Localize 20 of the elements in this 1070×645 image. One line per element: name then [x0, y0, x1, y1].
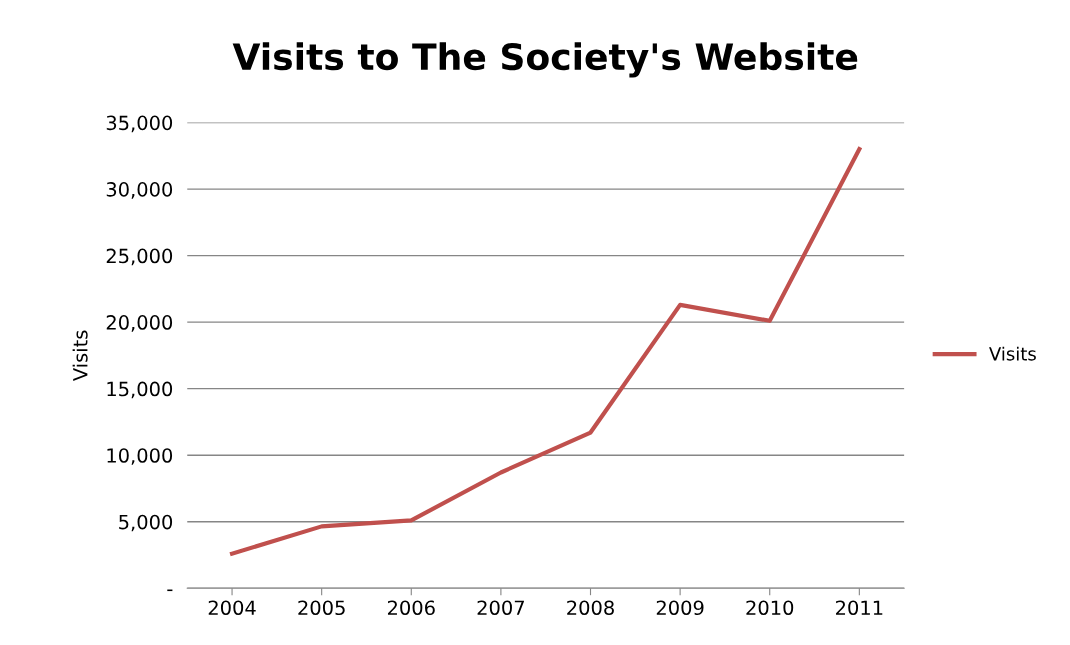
y-tick-label: 30,000: [106, 182, 173, 199]
x-tick-label: 2010: [746, 600, 794, 616]
y-tick-label: 5,000: [119, 514, 173, 532]
x-tick-label: 2006: [387, 600, 435, 616]
x-tick-label: 2007: [477, 600, 524, 616]
y-axis-title: Visits: [72, 330, 88, 382]
y-tick-label: 35,000: [106, 115, 173, 133]
y-tick-label: 10,000: [107, 448, 173, 465]
line-series: [229, 147, 862, 556]
y-tick-label: 15,000: [107, 381, 173, 399]
y-tick-label: -: [167, 589, 173, 592]
x-tick-label: 2011: [836, 600, 883, 616]
legend-label: Visits: [989, 346, 1036, 361]
y-tick-label: 20,000: [106, 315, 173, 332]
chart-title: Visits to The Society's Website: [232, 42, 858, 78]
x-tick-label: 2004: [208, 600, 256, 616]
x-tick-label: 2005: [298, 600, 345, 616]
x-tick-label: 2008: [567, 600, 614, 616]
x-tick-label: 2009: [656, 600, 704, 616]
y-tick-label: 25,000: [106, 248, 173, 266]
